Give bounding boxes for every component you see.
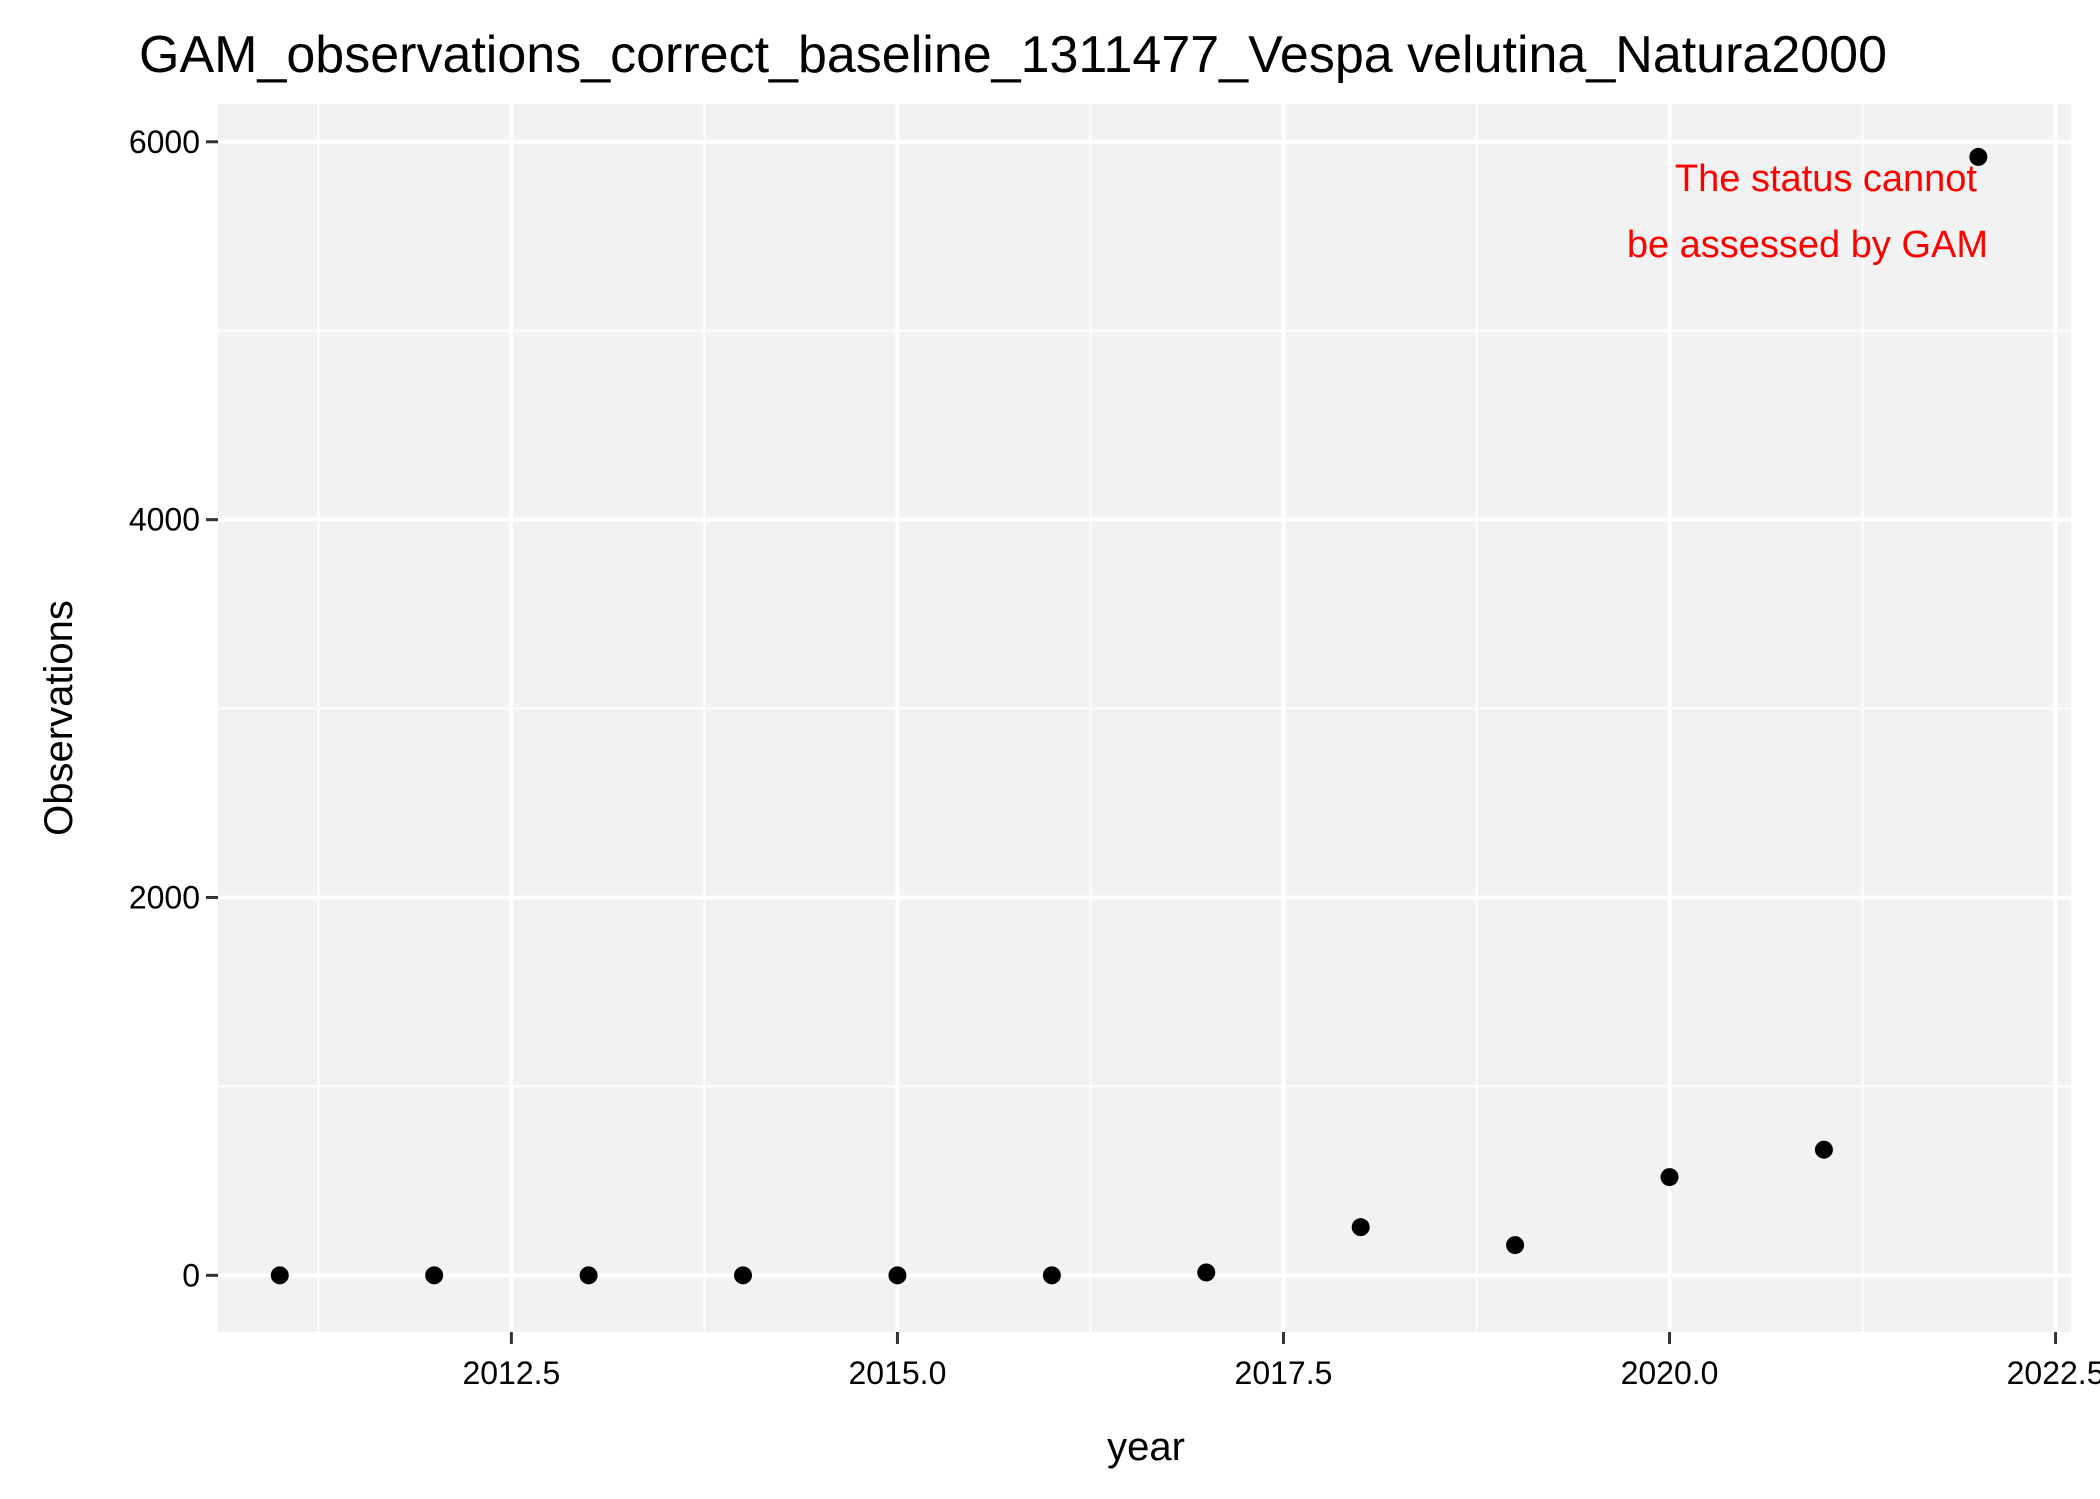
- status-annotation: The status cannot be assessed by GAM: [1627, 158, 1988, 266]
- annotation-line-2: be assessed by GAM: [1627, 224, 1988, 266]
- x-axis: 2012.5 2015.0 2017.5 2020.0 2022.5: [462, 1332, 2100, 1391]
- data-point: [1969, 147, 1988, 166]
- data-point: [734, 1266, 753, 1285]
- y-axis: 0 2000 4000 6000: [129, 124, 218, 1293]
- y-tick-label: 2000: [129, 879, 200, 915]
- data-point: [1042, 1266, 1061, 1285]
- x-tick-label: 2015.0: [848, 1355, 946, 1391]
- data-point: [1506, 1236, 1525, 1255]
- y-tick-label: 4000: [129, 502, 200, 538]
- grid-minor: [218, 104, 2071, 1332]
- x-tick-label: 2017.5: [1235, 1355, 1333, 1391]
- data-point: [1351, 1218, 1370, 1237]
- annotation-line-1: The status cannot: [1675, 158, 1978, 200]
- data-point: [1814, 1140, 1833, 1159]
- x-tick-label: 2020.0: [1621, 1355, 1719, 1391]
- data-point: [1197, 1263, 1216, 1282]
- x-axis-label: year: [1107, 1425, 1185, 1469]
- data-point: [579, 1266, 598, 1285]
- grid-major: [218, 104, 2071, 1332]
- y-tick-label: 0: [182, 1257, 200, 1293]
- data-points: [270, 147, 1988, 1285]
- plot-panel: [218, 104, 2071, 1332]
- y-axis-label: Observations: [37, 600, 81, 836]
- data-point: [888, 1266, 907, 1285]
- data-point: [270, 1266, 289, 1285]
- data-point: [425, 1266, 444, 1285]
- data-point: [1660, 1168, 1679, 1187]
- y-tick-label: 6000: [129, 124, 200, 160]
- x-tick-label: 2012.5: [462, 1355, 560, 1391]
- x-tick-label: 2022.5: [2007, 1355, 2100, 1391]
- chart-title: GAM_observations_correct_baseline_131147…: [139, 26, 1887, 84]
